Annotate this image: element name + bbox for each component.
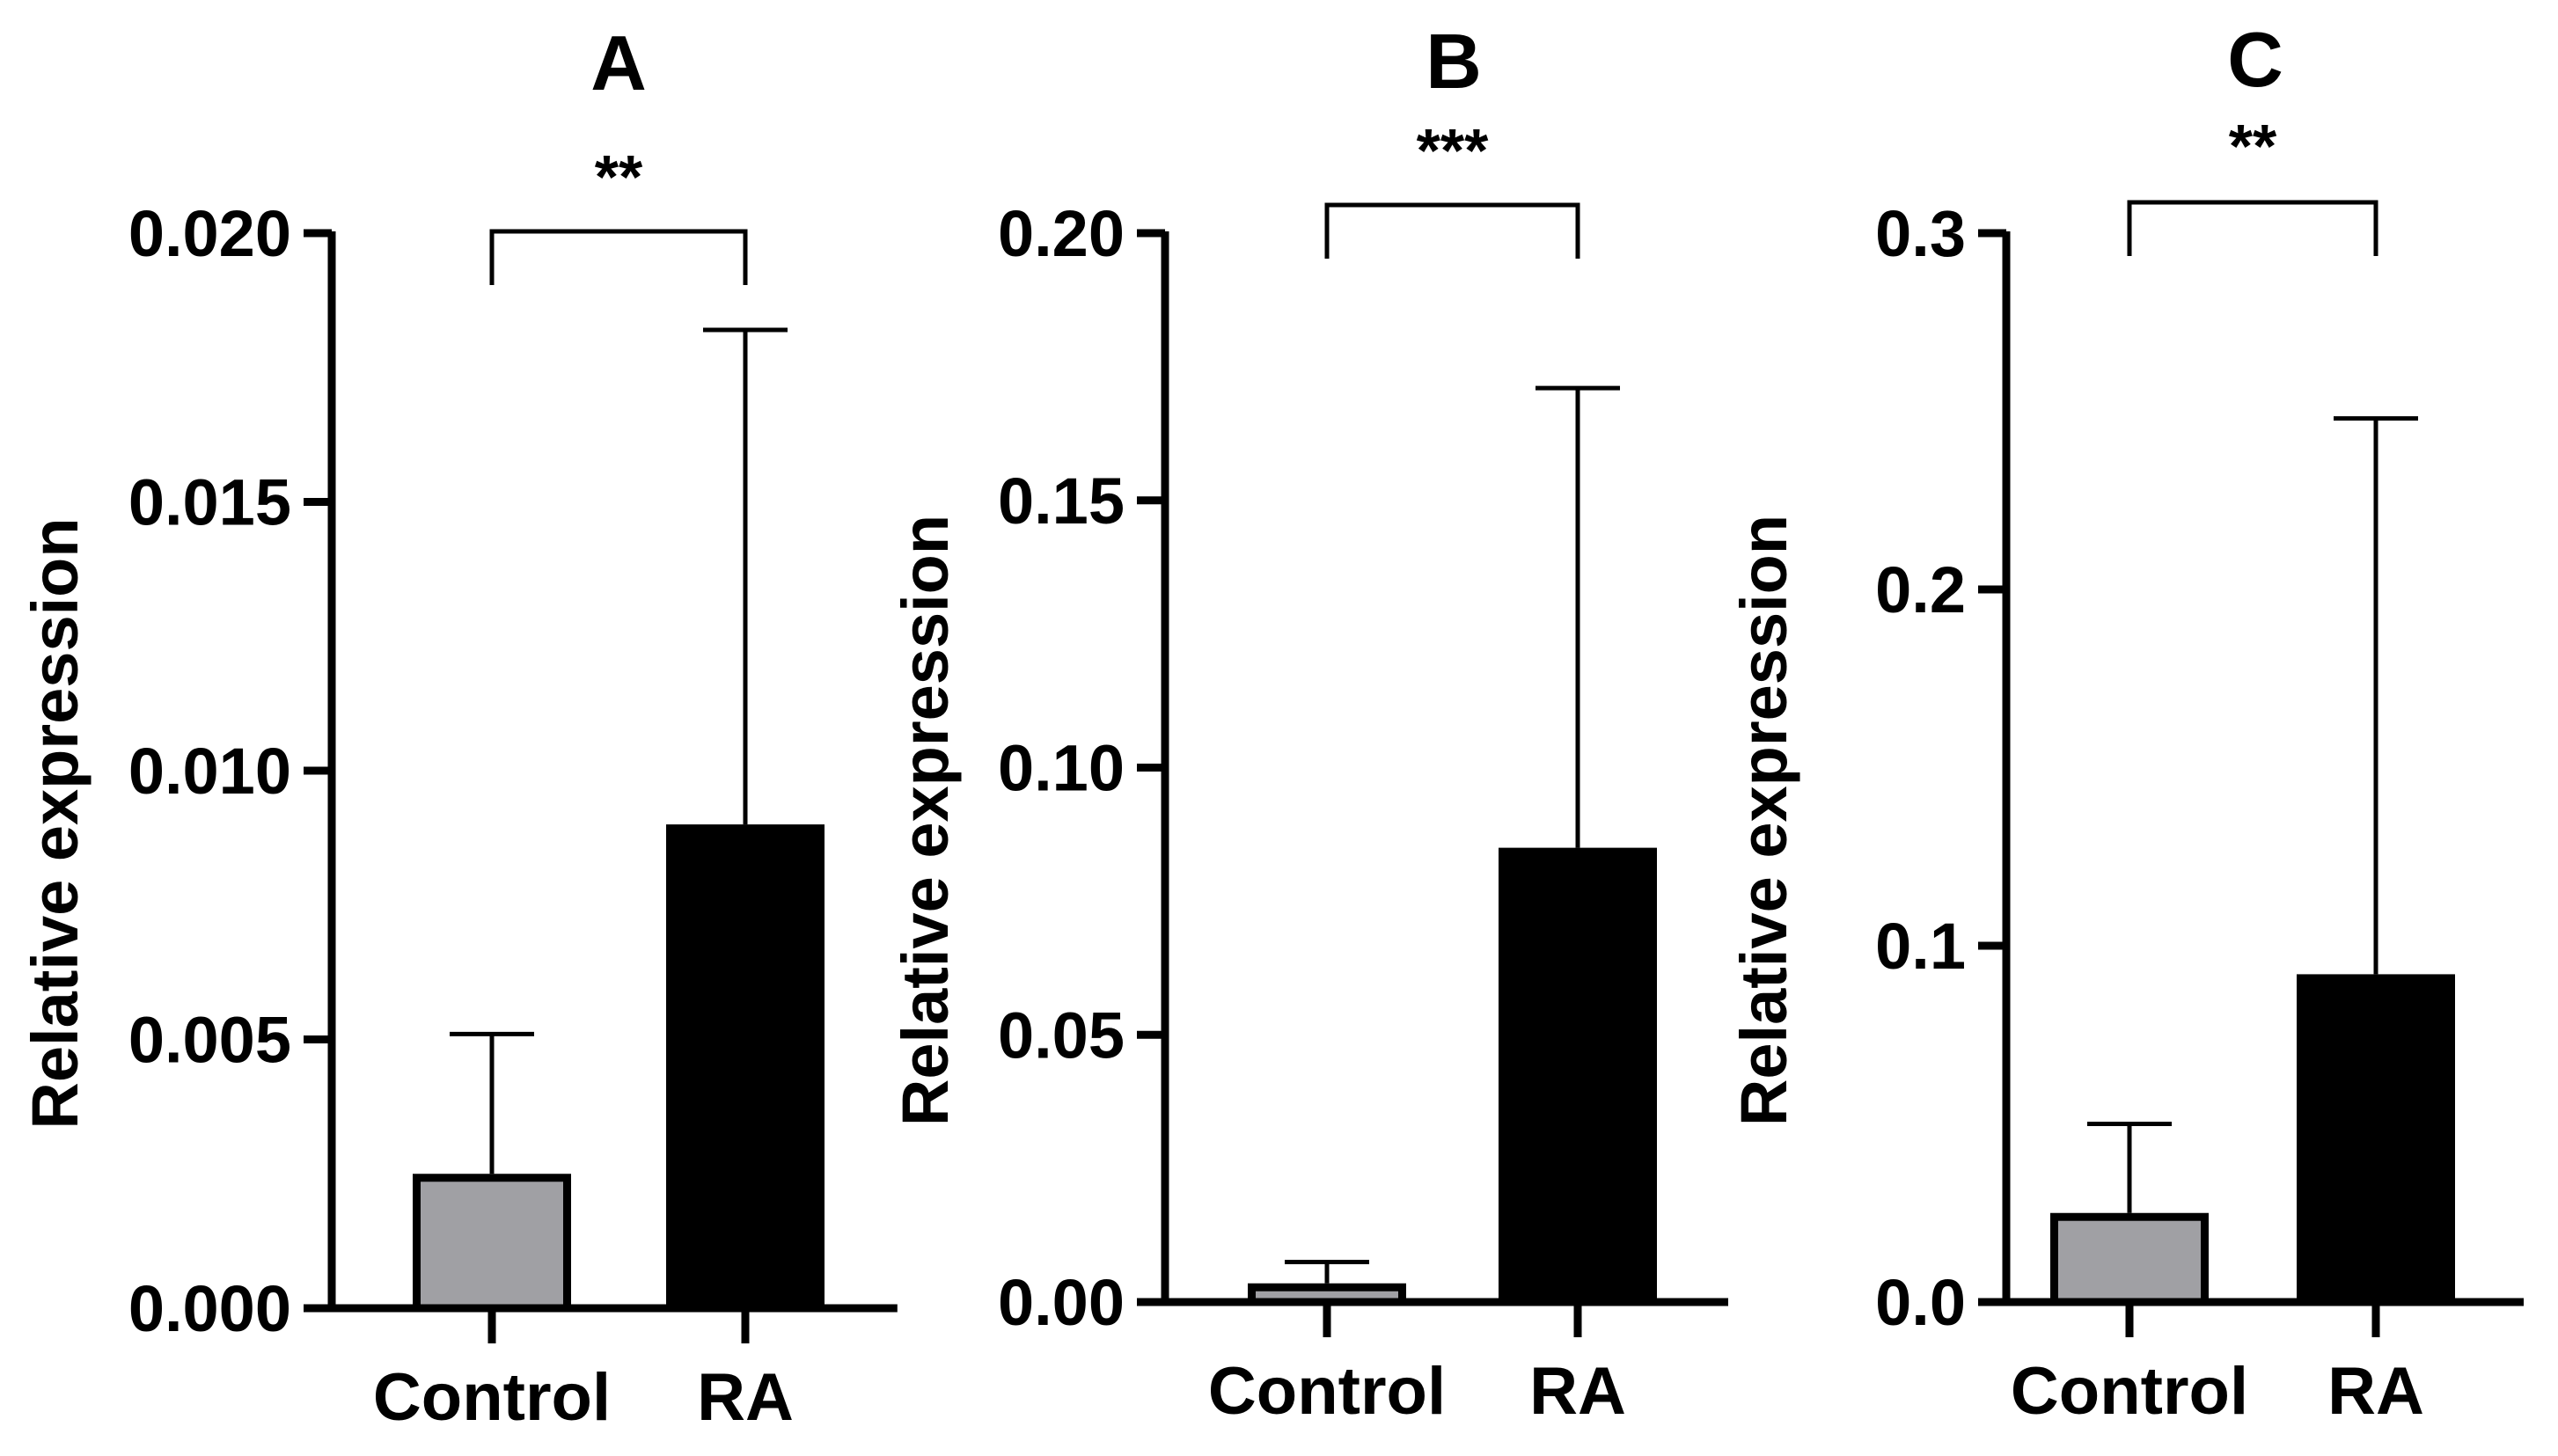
y-axis-label: Relative expression	[18, 517, 92, 1129]
bracket-line	[489, 229, 748, 285]
bar-control	[2050, 1212, 2209, 1306]
bar-ra	[2297, 974, 2455, 1306]
chart-panel-b: B Relative expression Control RA 0.00 0.05 0.1…	[889, 18, 1728, 1429]
panel-title: B	[1426, 18, 1482, 105]
error-bar-ra	[703, 327, 788, 825]
x-tick-label: Control	[373, 1360, 611, 1435]
significance-label: **	[595, 143, 643, 211]
y-tick-label: 0.1	[1875, 910, 1966, 983]
y-tick-label: 0.0	[1875, 1266, 1966, 1339]
panel-title: A	[590, 19, 647, 106]
significance-bracket: **	[2127, 112, 2378, 256]
y-tick-label: 0.10	[998, 732, 1125, 805]
x-tick-label: Control	[2011, 1354, 2248, 1429]
significance-bracket: ***	[1324, 116, 1580, 259]
error-bar-control	[2087, 1122, 2172, 1213]
y-tick-label: 0.010	[128, 735, 291, 808]
y-tick-label: 0.015	[128, 466, 291, 539]
x-tick-label: Control	[1208, 1354, 1446, 1429]
error-bar-control	[1285, 1259, 1369, 1284]
y-axis-label: Relative expression	[889, 515, 962, 1126]
significance-label: **	[2229, 112, 2277, 180]
panel-title: C	[2227, 16, 2283, 103]
chart-panel-a: A Relative expression Control RA 0.000 0.005 0…	[18, 19, 898, 1435]
y-tick-label: 0.3	[1875, 197, 1966, 270]
y-tick-label: 0.000	[128, 1272, 291, 1345]
x-tick-label: RA	[697, 1360, 794, 1435]
bracket-line	[2127, 200, 2378, 256]
error-bar-control	[450, 1031, 534, 1174]
chart-panel-c: C Relative expression Control RA 0.0 0.1 0.2 0.…	[1727, 16, 2524, 1429]
x-tick-label: RA	[2327, 1354, 2424, 1429]
significance-bracket: **	[489, 143, 748, 285]
y-tick-label: 0.05	[998, 999, 1125, 1072]
error-bar-ra	[2334, 416, 2418, 975]
y-tick-label: 0.2	[1875, 553, 1966, 626]
y-tick-label: 0.00	[998, 1266, 1125, 1339]
y-tick-label: 0.020	[128, 197, 291, 270]
x-tick-label: RA	[1529, 1354, 1626, 1429]
bar-ra	[666, 824, 825, 1313]
significance-label: ***	[1417, 116, 1489, 185]
bar-ra	[1499, 847, 1657, 1306]
bar-control	[413, 1174, 571, 1313]
y-tick-label: 0.15	[998, 465, 1125, 538]
y-tick-label: 0.005	[128, 1004, 291, 1077]
bracket-line	[1324, 202, 1580, 259]
y-tick-label: 0.20	[998, 197, 1125, 270]
error-bar-ra	[1536, 385, 1620, 848]
y-axis-label: Relative expression	[1727, 515, 1800, 1126]
